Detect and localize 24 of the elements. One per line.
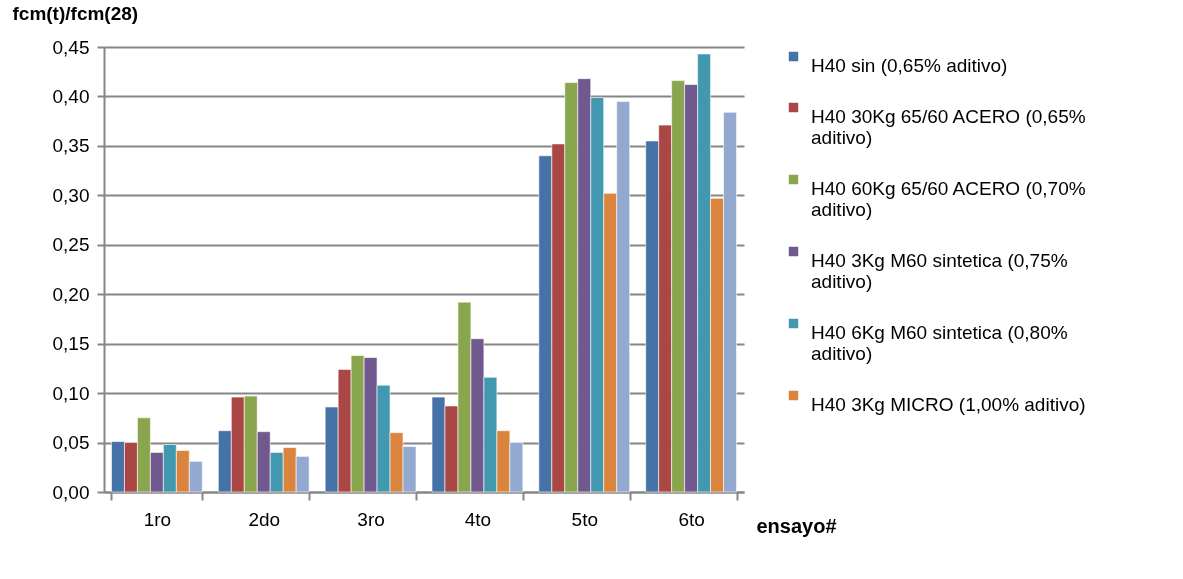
legend-label: H40 sin (0,65% aditivo): [811, 54, 1008, 76]
legend-label: H40 6Kg M60 sintetica (0,80% aditivo): [811, 321, 1068, 364]
x-tick-label: 5to: [571, 508, 598, 530]
y-tick-label: 0,35: [52, 135, 90, 157]
y-tick-label: 0,05: [52, 432, 90, 454]
legend-label: H40 3Kg M60 sintetica (0,75% aditivo): [811, 249, 1068, 292]
x-axis-title: ensayo#: [756, 514, 837, 537]
legend-label: H40 60Kg 65/60 ACERO (0,70% aditivo): [811, 177, 1086, 220]
x-tick-label: 1ro: [143, 508, 172, 530]
y-tick-label: 0,20: [52, 283, 90, 305]
y-axis-title: fcm(t)/fcm(28): [12, 2, 139, 24]
y-tick-label: 0,15: [52, 333, 90, 355]
legend-label: H40 3Kg MICRO (1,00% aditivo): [811, 393, 1086, 415]
y-tick-label: 0,45: [52, 36, 90, 58]
y-tick-label: 0,00: [52, 481, 90, 503]
x-tick-label: 2do: [248, 508, 281, 530]
legend-label: H40 30Kg 65/60 ACERO (0,65% aditivo): [811, 105, 1086, 148]
x-tick-label: 4to: [464, 508, 492, 530]
y-tick-label: 0,30: [52, 184, 90, 206]
y-tick-label: 0,10: [52, 382, 90, 404]
x-tick-label: 3ro: [357, 508, 385, 530]
y-tick-label: 0,25: [52, 234, 90, 256]
y-tick-label: 0,40: [52, 85, 90, 107]
x-tick-label: 6to: [678, 508, 705, 530]
